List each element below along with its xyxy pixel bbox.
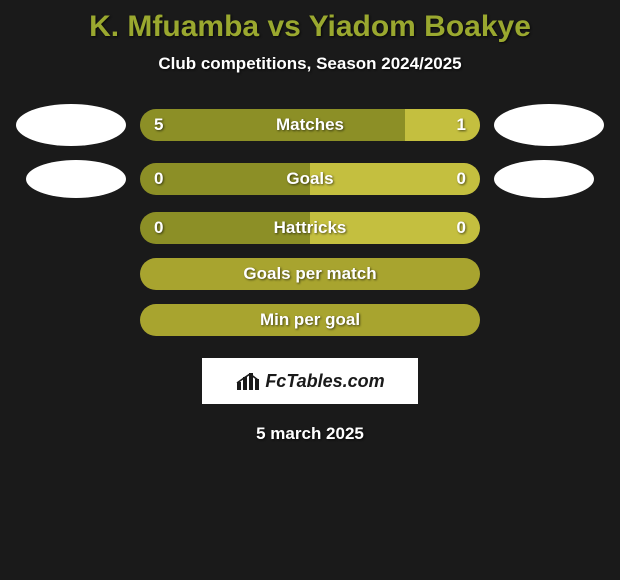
avatar-left — [26, 160, 126, 198]
stat-bar-container: Goals0 0 — [140, 163, 480, 195]
stat-bar-container: Min per goal — [140, 304, 480, 336]
bar-value-right: 0 — [457, 212, 466, 244]
bars-icon — [235, 370, 261, 392]
date-label: 5 march 2025 — [256, 424, 364, 444]
avatar-right — [494, 104, 604, 146]
avatar-right — [494, 160, 594, 198]
stat-rows: Matches51Goals00Hattricks00Goals per mat… — [16, 104, 604, 350]
logo-text: FcTables.com — [265, 371, 384, 392]
bar-value-left: 0 — [154, 163, 163, 195]
avatar-left — [16, 104, 126, 146]
comparison-card: K. Mfuamba vs Yiadom Boakye Club competi… — [0, 0, 620, 444]
logo: FcTables.com — [235, 370, 384, 392]
stat-row: Min per goal — [16, 304, 604, 336]
page-title: K. Mfuamba vs Yiadom Boakye — [89, 10, 531, 44]
stat-bar-container: Hattricks0 0 — [140, 212, 480, 244]
bar-value-left: 5 — [154, 109, 163, 141]
bar-value-right: 1 — [457, 109, 466, 141]
stat-row: Goals0 0 — [16, 160, 604, 198]
bar-label: Hattricks — [140, 212, 480, 244]
split-bar: Hattricks0 0 — [140, 212, 480, 244]
stat-bar-container: Matches5 1 — [140, 109, 480, 141]
split-bar: Matches5 1 — [140, 109, 480, 141]
single-bar: Min per goal — [140, 304, 480, 336]
subtitle: Club competitions, Season 2024/2025 — [158, 54, 461, 74]
single-bar: Goals per match — [140, 258, 480, 290]
stat-row: Goals per match — [16, 258, 604, 290]
bar-label: Goals — [140, 163, 480, 195]
split-bar: Goals0 0 — [140, 163, 480, 195]
bar-label: Matches — [140, 109, 480, 141]
stat-bar-container: Goals per match — [140, 258, 480, 290]
bar-value-left: 0 — [154, 212, 163, 244]
bar-value-right: 0 — [457, 163, 466, 195]
stat-row: Matches5 1 — [16, 104, 604, 146]
stat-row: Hattricks0 0 — [16, 212, 604, 244]
logo-box[interactable]: FcTables.com — [202, 358, 418, 404]
